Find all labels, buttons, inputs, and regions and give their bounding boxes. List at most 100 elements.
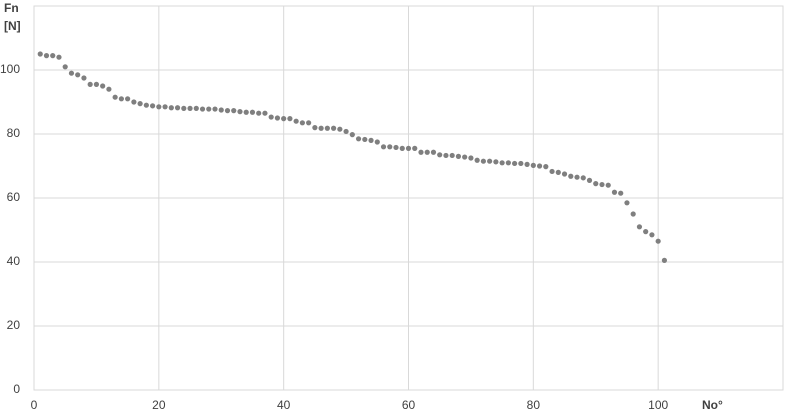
point	[112, 94, 118, 100]
point	[599, 181, 605, 188]
point	[299, 120, 305, 126]
point	[518, 160, 524, 167]
point	[368, 137, 374, 143]
point	[574, 174, 580, 180]
point	[530, 162, 536, 168]
point	[131, 99, 137, 105]
point	[237, 109, 243, 115]
point	[493, 159, 499, 165]
point	[75, 72, 81, 78]
point	[149, 103, 156, 109]
point	[424, 149, 430, 155]
point	[68, 70, 75, 76]
point	[274, 115, 281, 121]
point	[362, 136, 368, 143]
y-axis-title: [N]	[4, 19, 21, 33]
point	[268, 114, 274, 120]
point	[643, 229, 649, 235]
point	[618, 190, 624, 196]
point	[649, 232, 655, 238]
point	[37, 51, 43, 57]
point	[561, 171, 568, 177]
point	[168, 105, 174, 111]
point	[337, 126, 343, 132]
x-axis-title: No°	[702, 398, 723, 412]
x-tick-label: 100	[648, 398, 668, 412]
point	[355, 136, 362, 142]
x-tick-label: 60	[402, 398, 416, 412]
point	[293, 118, 299, 124]
point	[343, 128, 349, 135]
point	[125, 96, 131, 102]
point	[443, 152, 449, 159]
point	[349, 132, 355, 138]
x-tick-label: 0	[31, 398, 38, 412]
point	[505, 160, 511, 166]
point	[243, 109, 249, 115]
point	[655, 238, 661, 244]
point	[437, 152, 443, 158]
y-tick-label: 40	[7, 254, 21, 268]
point	[224, 108, 231, 114]
y-axis-title: Fn	[4, 1, 19, 15]
point	[536, 163, 543, 169]
point	[449, 152, 455, 159]
x-tick-label: 40	[277, 398, 291, 412]
point	[162, 104, 168, 110]
point	[624, 200, 630, 206]
point	[549, 168, 555, 175]
point	[106, 86, 112, 92]
point	[62, 64, 68, 70]
point	[393, 144, 399, 151]
point	[50, 53, 56, 59]
point	[543, 164, 549, 170]
point	[399, 145, 405, 151]
point	[324, 125, 330, 131]
point	[231, 108, 237, 114]
point	[586, 177, 593, 183]
point	[580, 175, 586, 181]
point	[181, 105, 187, 111]
point	[143, 102, 149, 108]
point	[387, 144, 393, 150]
point	[199, 106, 206, 112]
point	[630, 211, 636, 217]
point	[137, 101, 143, 107]
point	[661, 257, 668, 263]
point	[212, 106, 218, 112]
point	[374, 139, 380, 145]
point	[287, 116, 293, 122]
y-tick-label: 60	[7, 190, 21, 204]
point	[462, 154, 468, 160]
x-tick-label: 80	[527, 398, 541, 412]
point	[430, 149, 437, 155]
point	[468, 155, 474, 161]
point	[187, 105, 193, 111]
point	[524, 161, 530, 167]
point	[87, 81, 93, 87]
point	[487, 158, 493, 164]
y-tick-label: 80	[7, 126, 21, 140]
point	[218, 107, 224, 113]
point	[206, 106, 212, 112]
point	[474, 157, 480, 163]
point	[480, 158, 486, 164]
point	[512, 160, 518, 167]
point	[593, 181, 599, 187]
point	[256, 110, 262, 116]
x-tick-label: 20	[152, 398, 166, 412]
point	[331, 125, 337, 131]
y-tick-label: 20	[7, 318, 21, 332]
point	[611, 189, 618, 195]
point	[605, 182, 611, 188]
point	[249, 109, 256, 115]
point	[43, 53, 50, 59]
point	[93, 81, 100, 87]
point	[555, 169, 561, 175]
point	[418, 149, 424, 155]
point	[380, 144, 387, 150]
point	[174, 105, 181, 111]
y-tick-label: 0	[13, 382, 20, 396]
point	[412, 145, 418, 151]
